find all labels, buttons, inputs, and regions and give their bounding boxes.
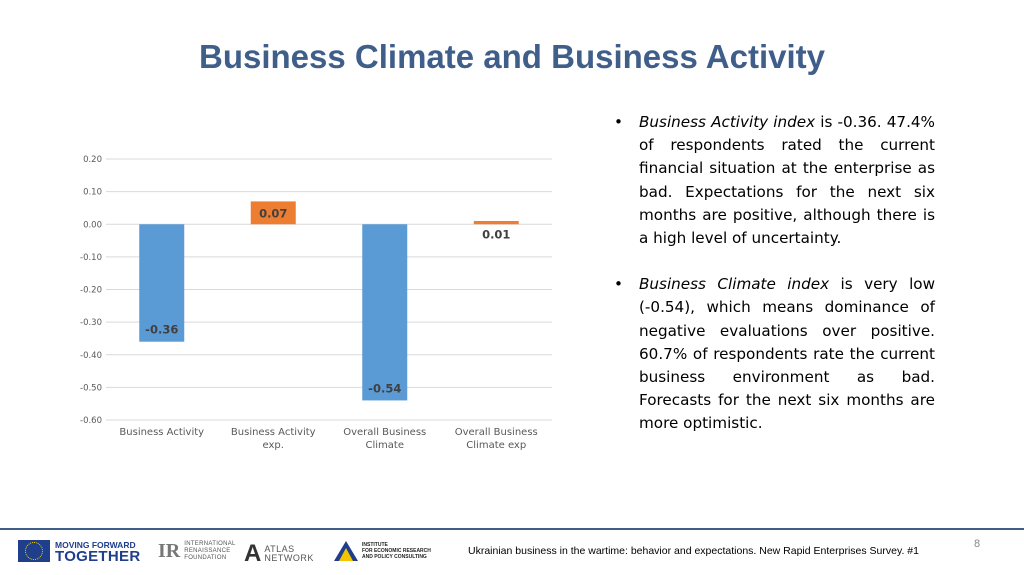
logo-text: ATLAS bbox=[264, 544, 295, 554]
y-tick-label: -0.30 bbox=[80, 318, 102, 328]
logo-text: RENAISSANCE bbox=[184, 548, 231, 554]
irf-logo-icon: IR bbox=[158, 540, 181, 562]
logo-text: INTERNATIONAL bbox=[184, 541, 236, 547]
bullet-dot-icon: • bbox=[614, 275, 623, 294]
bar-chart: 0.20 0.10 0.00 -0.10 -0.20 -0.30 -0.40 -0.50 -0.… bbox=[80, 155, 552, 451]
y-tick-label: 0.20 bbox=[83, 155, 102, 165]
logo-text: AND POLICY CONSULTING bbox=[362, 554, 427, 560]
bullet-business-activity: • Business Activity index is -0.36. 47.4… bbox=[612, 111, 935, 250]
logo-text: FOUNDATION bbox=[184, 555, 227, 561]
logo-text: NETWORK bbox=[264, 553, 314, 563]
data-label: 0.07 bbox=[259, 206, 287, 220]
ier-logo-icon bbox=[334, 541, 358, 561]
y-tick-label: -0.50 bbox=[80, 383, 102, 393]
bullet-term: Business Activity index bbox=[639, 113, 816, 131]
footer-divider bbox=[0, 528, 1024, 530]
bullet-text: is -0.36. 47.4% of respondents rated the… bbox=[639, 113, 935, 248]
category-label: Business Activity bbox=[231, 427, 316, 438]
data-label: -0.54 bbox=[368, 381, 401, 395]
category-label: Climate bbox=[366, 440, 404, 451]
y-tick-label: 0.00 bbox=[83, 220, 102, 230]
category-label: Overall Business bbox=[455, 427, 538, 438]
bar bbox=[473, 220, 519, 225]
bullet-text: is very low (-0.54), which means dominan… bbox=[639, 275, 935, 433]
y-tick-label: -0.20 bbox=[80, 286, 102, 296]
bar bbox=[250, 201, 296, 225]
y-tick-label: -0.40 bbox=[80, 351, 102, 361]
logo-text: FOR ECONOMIC RESEARCH bbox=[362, 548, 431, 554]
footer-caption: Ukrainian business in the wartime: behav… bbox=[468, 545, 919, 557]
y-tick-label: 0.10 bbox=[83, 188, 102, 198]
category-label: Business Activity bbox=[119, 427, 204, 438]
logo-text: TOGETHER bbox=[55, 548, 141, 565]
bullet-business-climate: • Business Climate index is very low (-0… bbox=[612, 273, 935, 435]
eu-flag-icon bbox=[18, 540, 50, 562]
bullet-term: Business Climate index bbox=[639, 275, 830, 294]
logo-text: INSTITUTE bbox=[362, 542, 388, 548]
slide-title: Business Climate and Business Activity bbox=[199, 38, 825, 75]
atlas-logo-icon: A bbox=[244, 540, 262, 567]
category-label: exp. bbox=[263, 440, 284, 451]
moving-forward-logo: MOVING FORWARD TOGETHER bbox=[18, 540, 141, 565]
atlas-network-logo: A ATLAS NETWORK bbox=[244, 540, 314, 568]
irf-logo: IR INTERNATIONAL RENAISSANCE FOUNDATION bbox=[158, 540, 236, 563]
bullet-dot-icon: • bbox=[614, 113, 623, 131]
category-label: Overall Business bbox=[343, 427, 426, 438]
page-number: 8 bbox=[974, 538, 981, 550]
bullet-list: • Business Activity index is -0.36. 47.4… bbox=[612, 111, 935, 436]
data-label: -0.36 bbox=[145, 323, 178, 337]
logo-text: MOVING FORWARD bbox=[55, 540, 136, 550]
y-tick-label: -0.10 bbox=[80, 253, 102, 263]
ier-logo: INSTITUTE FOR ECONOMIC RESEARCH AND POLI… bbox=[333, 540, 431, 562]
y-tick-label: -0.60 bbox=[80, 416, 102, 426]
category-label: Climate exp bbox=[466, 440, 526, 451]
data-label: 0.01 bbox=[482, 227, 510, 241]
bar bbox=[139, 224, 185, 342]
bar bbox=[362, 224, 408, 401]
